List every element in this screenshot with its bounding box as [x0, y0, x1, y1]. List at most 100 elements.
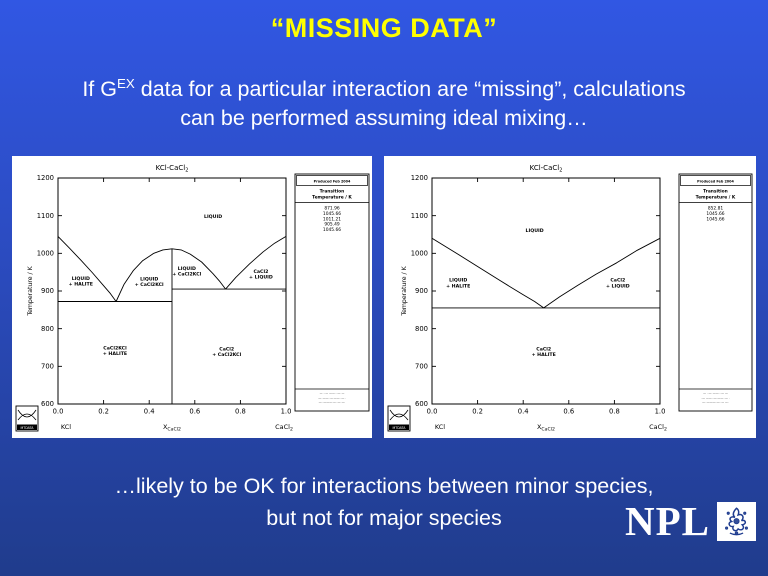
region-label: + HALITE: [69, 281, 93, 287]
x-tick-label: 0.8: [235, 408, 246, 416]
legend-footer-line: —··———·—··— —·: [702, 401, 729, 405]
x-axis-label: XCaCl2: [537, 423, 555, 432]
legend-value: 871.96: [324, 206, 340, 212]
y-tick-label: 600: [415, 400, 428, 408]
region-label: LIQUID: [204, 214, 222, 220]
region-label: LIQUID: [526, 228, 544, 234]
curve-liquidus-halite: [431, 237, 544, 309]
y-tick-label: 1100: [411, 212, 428, 220]
region-label: LIQUID: [72, 276, 90, 282]
y-tick-label: 1100: [37, 212, 54, 220]
y-tick-label: 800: [415, 325, 428, 333]
region-label: + LIQUID: [606, 283, 630, 289]
legend-value: 1011.21: [323, 216, 341, 222]
y-tick-label: 1200: [37, 174, 54, 182]
legend-value: 1045.66: [323, 227, 341, 233]
mtdata-curve: [17, 409, 37, 418]
curve-liquidus-cacl2: [225, 236, 287, 290]
y-tick-label: 700: [41, 363, 54, 371]
region-label: CaCl2: [219, 346, 234, 352]
chart-title: KCl-CaCl2: [156, 164, 189, 174]
legend-stamp-box: [296, 175, 368, 186]
x-tick-label: 0.8: [609, 408, 620, 416]
legend-box: [294, 173, 370, 412]
gex-superscript: EX: [116, 76, 135, 91]
region-label: CaCl2: [253, 269, 268, 275]
intro-line-2: can be performed assuming ideal mixing…: [180, 106, 588, 131]
legend-footer-line: — ··— ——···— —: [320, 392, 345, 396]
mtdata-curve: [389, 413, 409, 421]
closing-text: …likely to be OK for interactions betwee…: [0, 470, 768, 534]
y-tick-label: 900: [41, 287, 54, 295]
intro-text: If GEX data for a particular interaction…: [0, 69, 768, 133]
y-tick-label: 700: [415, 363, 428, 371]
region-label: CaCl2KCl: [103, 346, 127, 352]
legend-stamp: Produced Feb 2004: [697, 180, 734, 184]
mtdata-curve: [389, 409, 409, 418]
mtdata-curve: [17, 413, 37, 421]
legend-footer-line: —··———·—··— —·: [319, 401, 346, 405]
curve-liquidus-cacl2: [543, 237, 661, 309]
x-left-species-label: KCl: [61, 423, 71, 431]
legend-box: [678, 173, 753, 412]
legend-stamp-box: [680, 175, 751, 186]
region-label: LIQUID: [140, 277, 158, 283]
x-tick-label: 0.6: [563, 408, 574, 416]
x-left-species-label: KCl: [435, 423, 445, 431]
legend-header: Temperature / K: [696, 195, 736, 201]
legend-value: 1045.66: [323, 211, 341, 217]
region-label: CaCl2: [536, 346, 551, 352]
npl-crest-svg: [725, 506, 748, 535]
legend-value: 1045.66: [706, 211, 724, 217]
x-tick-label: 1.0: [281, 408, 292, 416]
y-tick-label: 1000: [411, 250, 428, 258]
closing-line-2: but not for major species: [266, 506, 502, 530]
x-tick-label: 0.4: [518, 408, 529, 416]
intro-line-1-prefix: If G: [82, 77, 117, 102]
mtdata-logo: MTDATA: [387, 405, 411, 432]
mtdata-label-strip: [389, 424, 409, 430]
region-label: + LIQUID: [249, 275, 273, 281]
slide-title: “MISSING DATA”: [270, 13, 498, 43]
region-label: + CaCl2KCl: [135, 282, 164, 288]
region-label: + HALITE: [446, 283, 470, 289]
x-tick-label: 0.0: [427, 408, 438, 416]
mtdata-label: MTDATA: [393, 426, 407, 430]
legend-header: Transition: [703, 189, 728, 195]
closing-line-1: …likely to be OK for interactions betwee…: [114, 474, 654, 498]
x-tick-label: 0.2: [472, 408, 483, 416]
plot-frame: [431, 177, 661, 405]
mtdata-label-strip: [17, 424, 37, 430]
phase-diagram-ideal: 600 700 800 900 1000 1100 1200 0.0 0.2 0.4 0.6 0.8 1…: [387, 164, 753, 432]
x-tick-label: 0.4: [144, 408, 155, 416]
y-tick-label: 900: [415, 287, 428, 295]
npl-wordmark: NPL: [625, 498, 710, 544]
region-label: LIQUID: [178, 266, 196, 272]
legend-value: 905.49: [324, 222, 340, 228]
x-tick-label: 1.0: [655, 408, 666, 416]
y-tick-label: 1200: [411, 174, 428, 182]
curve-liquidus-cacl2kcl-dome: [115, 248, 226, 302]
y-axis-label: Temperature / K: [27, 265, 34, 316]
region-label: + CaCl2KCl: [212, 352, 241, 358]
chart-title: KCl-CaCl2: [530, 164, 563, 174]
region-label: + HALITE: [532, 352, 556, 358]
legend-value: 1045.66: [706, 216, 724, 222]
y-tick-label: 600: [41, 400, 54, 408]
npl-crest-icon: [717, 501, 756, 541]
legend-footer-line: ·— ——··—·——··— ·: [701, 396, 730, 400]
legend-header: Temperature / K: [312, 195, 352, 201]
y-tick-label: 800: [41, 325, 54, 333]
legend-footer-line: — ··— ——···— —: [703, 392, 728, 396]
legend-stamp: Produced Feb 2004: [314, 180, 351, 184]
legend-footer-line: ·— ——··—·——··— ·: [318, 396, 347, 400]
x-right-species-label: CaCl2: [275, 423, 293, 432]
legend-value: 852.81: [708, 206, 724, 212]
x-right-species-label: CaCl2: [649, 423, 667, 432]
curve-liquidus-halite: [57, 236, 117, 302]
phase-diagram-panel-assessed: 600 700 800 900 1000 1100 1200 0.0 0.2 0.4 0.6 0.8 1…: [12, 156, 372, 438]
region-label: + HALITE: [103, 351, 127, 357]
npl-logo: NPL: [625, 498, 756, 544]
x-tick-label: 0.2: [98, 408, 109, 416]
